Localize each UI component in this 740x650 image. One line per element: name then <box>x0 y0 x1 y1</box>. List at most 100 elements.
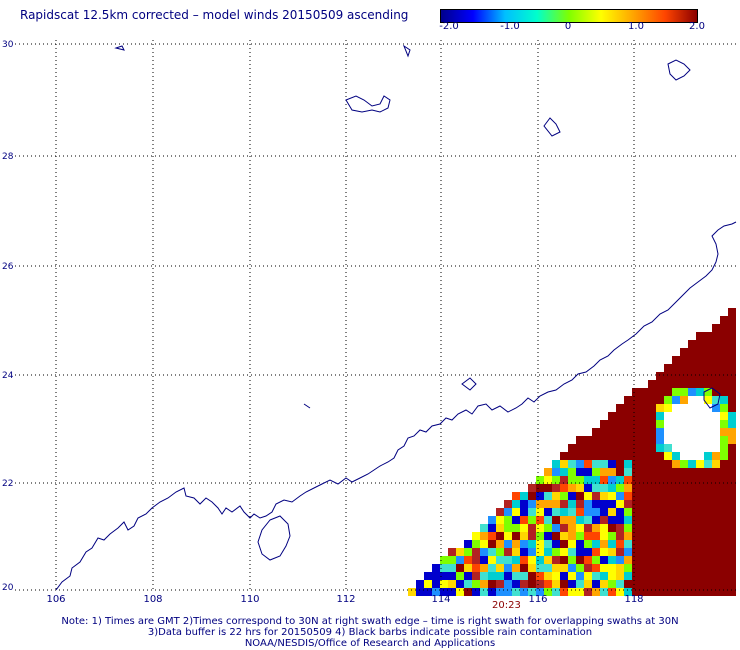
swath-cell <box>568 540 576 548</box>
swath-cell <box>704 484 712 492</box>
swath-cell <box>640 404 648 412</box>
swath-cell <box>560 588 568 596</box>
swath-cell <box>576 532 584 540</box>
swath-cell <box>672 436 680 444</box>
swath-cell <box>616 444 624 452</box>
swath-cell <box>560 556 568 564</box>
swath-cell <box>632 452 640 460</box>
swath-cell <box>680 444 688 452</box>
swath-cell <box>728 364 736 372</box>
swath-cell <box>464 564 472 572</box>
swath-cell <box>576 436 584 444</box>
swath-cell <box>696 412 704 420</box>
swath-cell <box>456 548 464 556</box>
swath-cell <box>520 532 528 540</box>
swath-cell <box>576 564 584 572</box>
swath-cell <box>528 484 536 492</box>
swath-cell <box>664 500 672 508</box>
swath-cell <box>472 588 480 596</box>
swath-cell <box>560 500 568 508</box>
swath-cell <box>504 500 512 508</box>
swath-cell <box>648 492 656 500</box>
swath-cell <box>584 588 592 596</box>
swath-cell <box>704 380 712 388</box>
swath-cell <box>680 396 688 404</box>
swath-cell <box>616 508 624 516</box>
swath-cell <box>520 540 528 548</box>
swath-cell <box>552 508 560 516</box>
swath-cell <box>672 500 680 508</box>
swath-cell <box>720 476 728 484</box>
swath-cell <box>536 516 544 524</box>
swath-cell <box>576 444 584 452</box>
swath-cell <box>576 572 584 580</box>
swath-cell <box>544 484 552 492</box>
swath-cell <box>592 580 600 588</box>
swath-cell <box>680 588 688 596</box>
swath-cell <box>624 444 632 452</box>
swath-cell <box>488 548 496 556</box>
swath-cell <box>680 556 688 564</box>
swath-cell <box>712 476 720 484</box>
swath-cell <box>424 572 432 580</box>
swath-cell <box>512 532 520 540</box>
swath-cell <box>552 564 560 572</box>
swath-cell <box>664 564 672 572</box>
swath-cell <box>720 564 728 572</box>
swath-cell <box>640 492 648 500</box>
swath-cell <box>608 524 616 532</box>
swath-cell <box>512 508 520 516</box>
swath-cell <box>704 388 712 396</box>
swath-cell <box>488 524 496 532</box>
latitude-label: 24 <box>2 371 14 381</box>
swath-cell <box>696 580 704 588</box>
swath-cell <box>624 460 632 468</box>
swath-cell <box>496 524 504 532</box>
swath-cell <box>568 500 576 508</box>
swath-cell <box>656 444 664 452</box>
swath-cell <box>536 508 544 516</box>
swath-cell <box>496 516 504 524</box>
swath-cell <box>664 540 672 548</box>
footnote: 3)Data buffer is 22 hrs for 20150509 4) … <box>147 627 593 638</box>
swath-cell <box>616 524 624 532</box>
swath-cell <box>624 484 632 492</box>
swath-cell <box>632 564 640 572</box>
swath-cell <box>608 420 616 428</box>
swath-cell <box>704 580 712 588</box>
swath-cell <box>656 580 664 588</box>
swath-cell <box>704 356 712 364</box>
swath-cell <box>648 516 656 524</box>
swath-cell <box>600 460 608 468</box>
swath-cell <box>696 340 704 348</box>
swath-cell <box>512 580 520 588</box>
swath-cell <box>656 484 664 492</box>
swath-cell <box>648 548 656 556</box>
swath-cell <box>680 476 688 484</box>
swath-cell <box>608 428 616 436</box>
swath-cell <box>592 532 600 540</box>
swath-cell <box>688 468 696 476</box>
swath-cell <box>544 508 552 516</box>
swath-cell <box>712 436 720 444</box>
swath-cell <box>432 564 440 572</box>
swath-cell <box>688 340 696 348</box>
swath-cell <box>560 476 568 484</box>
swath-cell <box>568 508 576 516</box>
swath-cell <box>600 484 608 492</box>
swath-cell <box>680 452 688 460</box>
swath-cell <box>712 564 720 572</box>
swath-cell <box>576 540 584 548</box>
swath-cell <box>720 572 728 580</box>
swath-cell <box>608 436 616 444</box>
swath-cell <box>664 396 672 404</box>
longitude-label: 112 <box>336 594 356 605</box>
swath-cell <box>528 564 536 572</box>
swath-cell <box>696 420 704 428</box>
swath-cell <box>720 500 728 508</box>
swath-cell <box>728 460 736 468</box>
swath-cell <box>664 364 672 372</box>
swath-cell <box>584 580 592 588</box>
island <box>461 377 477 391</box>
swath-cell <box>576 460 584 468</box>
